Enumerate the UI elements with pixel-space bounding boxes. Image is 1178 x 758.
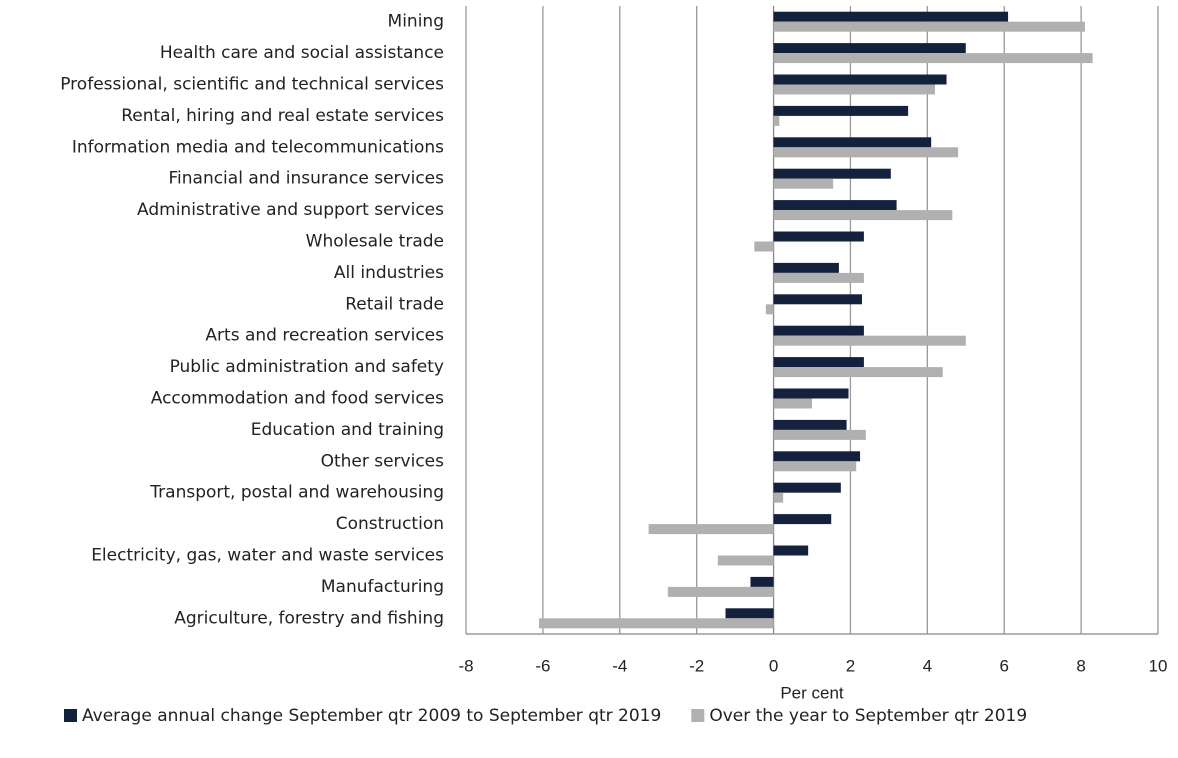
y-tick-label: Education and training (251, 420, 444, 440)
x-tick-label: 0 (769, 656, 778, 675)
bar (773, 451, 861, 462)
bar (773, 137, 932, 148)
y-tick-label: Administrative and support services (137, 200, 444, 220)
bar (717, 555, 774, 566)
y-tick-label: Rental, hiring and real estate services (121, 106, 444, 126)
bar (773, 545, 809, 556)
y-tick-label: Agriculture, forestry and fishing (174, 608, 444, 628)
bar (773, 325, 864, 336)
bar (773, 357, 864, 368)
bar (773, 11, 1009, 22)
x-tick-label: -8 (458, 656, 473, 675)
y-tick-label: Financial and insurance services (168, 169, 444, 189)
bar (725, 608, 774, 619)
bar (773, 367, 943, 378)
bar (773, 115, 780, 126)
bar (773, 514, 832, 525)
bar (773, 482, 841, 493)
y-tick-label: Wholesale trade (306, 232, 444, 252)
bar (648, 524, 774, 535)
x-tick-label: 2 (846, 656, 855, 675)
bar (773, 105, 909, 116)
x-tick-label: 10 (1149, 656, 1168, 675)
y-tick-label: Arts and recreation services (205, 326, 444, 346)
bar (773, 231, 864, 242)
x-tick-label: 6 (999, 656, 1008, 675)
x-tick-label: -4 (612, 656, 627, 675)
legend-marker (691, 709, 705, 722)
bar (773, 461, 857, 472)
bar (773, 178, 834, 189)
y-tick-label: Mining (388, 12, 444, 32)
bar (773, 388, 849, 399)
bar (750, 576, 774, 587)
y-tick-label: Information media and telecommunications (72, 137, 444, 157)
bar (765, 304, 774, 315)
bar (773, 429, 866, 440)
bar (773, 168, 891, 179)
bar (773, 84, 936, 95)
legend-label: Average annual change September qtr 2009… (82, 706, 661, 726)
bar (773, 262, 839, 273)
y-tick-label: Professional, scientific and technical s… (60, 75, 444, 95)
bar (773, 398, 812, 409)
y-tick-label: Retail trade (345, 294, 444, 314)
x-tick-label: 8 (1076, 656, 1085, 675)
y-tick-label: Transport, postal and warehousing (149, 483, 444, 503)
x-tick-label: 4 (923, 656, 932, 675)
y-tick-label: Manufacturing (321, 577, 444, 597)
bar (773, 53, 1093, 64)
bar (773, 21, 1085, 32)
bar (754, 241, 774, 252)
legend-marker (64, 709, 77, 722)
y-tick-label: Public administration and safety (170, 357, 444, 377)
x-tick-label: -6 (535, 656, 550, 675)
y-tick-label: Electricity, gas, water and waste servic… (91, 546, 444, 566)
bar (773, 272, 864, 283)
bar (773, 200, 897, 211)
bar (773, 147, 959, 158)
bar (773, 492, 784, 503)
y-tick-label: Health care and social assistance (160, 43, 444, 63)
bar (667, 586, 774, 597)
x-axis-label: Per cent (780, 683, 844, 702)
legend-label: Over the year to September qtr 2019 (709, 706, 1027, 726)
bar (773, 74, 947, 85)
bar (539, 618, 774, 629)
y-tick-label: Construction (336, 514, 444, 534)
bar (773, 419, 847, 430)
y-tick-label: Accommodation and food services (151, 389, 444, 409)
bar (773, 294, 862, 305)
x-tick-label: -2 (689, 656, 704, 675)
bar (773, 43, 966, 54)
bar (773, 210, 953, 221)
y-tick-label: All industries (334, 263, 444, 283)
y-tick-label: Other services (321, 451, 445, 471)
bar (773, 335, 966, 346)
